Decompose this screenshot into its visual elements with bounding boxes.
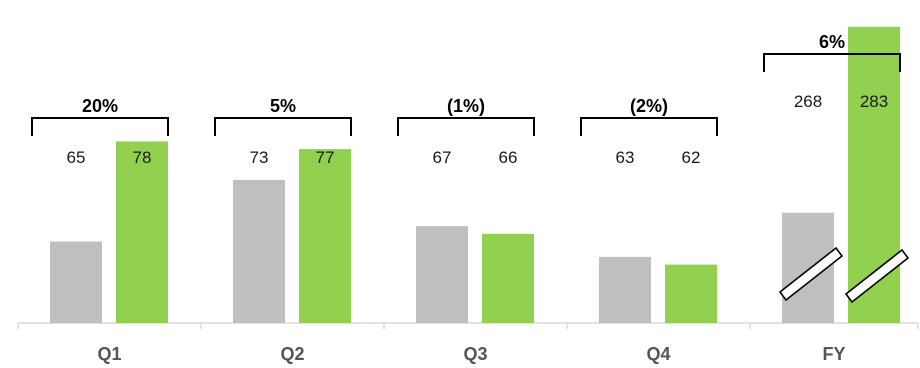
bar-q1-current <box>116 141 168 323</box>
growth-label: 6% <box>819 32 845 52</box>
data-label: 77 <box>316 148 335 167</box>
bar-q2-current <box>299 149 351 323</box>
axis-break-marker <box>844 248 910 304</box>
growth-bracket <box>214 117 352 136</box>
axis-break-marker <box>778 246 844 302</box>
data-label: 78 <box>133 148 152 167</box>
growth-brackets: 20% 5% (1%) (2%) 6% <box>31 32 901 136</box>
growth-label: (2%) <box>630 96 668 116</box>
growth-bracket <box>580 117 718 136</box>
category-label: Q1 <box>97 344 121 364</box>
bar-q1-prior <box>50 241 102 323</box>
data-label: 73 <box>250 148 269 167</box>
data-label: 65 <box>67 148 86 167</box>
category-label: FY <box>822 344 845 364</box>
data-label: 66 <box>499 148 518 167</box>
data-label: 63 <box>616 148 635 167</box>
bar-q4-prior <box>599 256 651 323</box>
x-axis-ticks <box>17 323 919 329</box>
bar-q4-current <box>665 264 717 323</box>
data-label: 62 <box>682 148 701 167</box>
bars-group <box>50 26 910 324</box>
data-label: 283 <box>860 92 888 111</box>
data-label: 268 <box>794 92 822 111</box>
growth-label: 20% <box>82 96 118 116</box>
data-label: 67 <box>433 148 452 167</box>
bar-q3-prior <box>416 226 468 323</box>
category-label: Q4 <box>646 344 670 364</box>
growth-label: 5% <box>270 96 296 116</box>
growth-bracket <box>31 117 169 136</box>
bar-q2-prior <box>233 179 285 323</box>
growth-bracket <box>397 117 535 136</box>
growth-bracket <box>763 53 901 72</box>
category-labels: Q1 Q2 Q3 Q4 FY <box>97 344 845 364</box>
growth-label: (1%) <box>447 96 485 116</box>
bar-q3-current <box>482 233 534 323</box>
category-label: Q2 <box>280 344 304 364</box>
category-label: Q3 <box>463 344 487 364</box>
value-labels: 65 78 73 77 67 66 63 62 268 283 <box>67 92 889 167</box>
